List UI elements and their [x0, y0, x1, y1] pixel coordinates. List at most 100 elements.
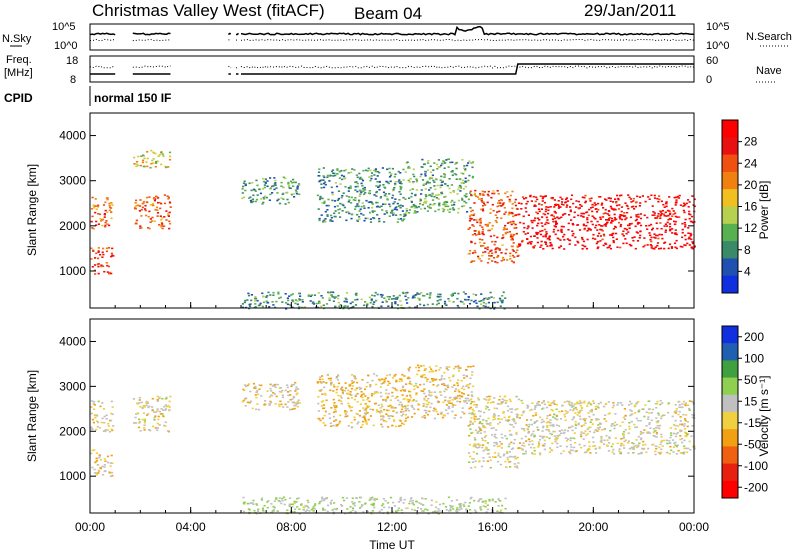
scatter-cell — [428, 297, 431, 299]
scatter-cell — [376, 409, 379, 411]
scatter-cell — [368, 296, 371, 299]
scatter-cell — [395, 206, 398, 208]
scatter-cell — [371, 305, 374, 308]
scatter-cell — [487, 417, 490, 420]
scatter-cell — [307, 294, 310, 296]
scatter-cell — [574, 450, 577, 452]
scatter-cell — [434, 506, 438, 509]
scatter-cell — [111, 406, 114, 408]
scatter-cell — [500, 205, 503, 207]
scatter-cell — [550, 214, 553, 217]
colorbar-swatch — [722, 343, 738, 361]
scatter-cell — [163, 405, 166, 408]
scatter-cell — [329, 503, 333, 505]
scatter-cell — [395, 425, 398, 428]
scatter-cell — [661, 445, 664, 447]
scatter-cell — [392, 214, 395, 216]
scatter-cell — [625, 232, 628, 235]
scatter-cell — [686, 242, 689, 245]
scatter-cell — [95, 208, 98, 210]
scatter-cell — [358, 414, 361, 417]
scatter-cell — [671, 415, 674, 418]
scatter-cell — [603, 405, 606, 408]
scatter-cell — [327, 377, 330, 380]
scatter-cell — [163, 216, 166, 218]
scatter-cell — [302, 506, 305, 508]
scatter-cell — [528, 438, 531, 440]
scatter-cell — [459, 502, 462, 505]
scatter-cell — [246, 299, 249, 301]
scatter-cell — [470, 240, 473, 243]
scatter-cell — [475, 195, 478, 197]
scatter-cell — [394, 302, 397, 305]
scatter-cell — [144, 204, 147, 207]
scatter-cell — [145, 400, 148, 403]
scatter-cell — [602, 233, 605, 236]
scatter-cell — [517, 202, 521, 204]
scatter-cell — [366, 398, 369, 401]
scatter-cell — [452, 375, 455, 378]
scatter-cell — [664, 231, 667, 233]
scatter-cell — [105, 250, 108, 253]
scatter-cell — [581, 196, 584, 199]
scatter-cell — [367, 397, 370, 399]
scatter-cell — [242, 496, 245, 499]
scatter-cell — [369, 169, 372, 172]
scatter-cell — [428, 410, 431, 413]
scatter-cell — [400, 304, 403, 307]
scatter-cell — [569, 210, 572, 213]
scatter-cell — [608, 197, 611, 199]
scatter-cell — [349, 302, 352, 305]
scatter-cell — [284, 403, 287, 406]
scatter-cell — [409, 380, 412, 383]
scatter-cell — [558, 205, 561, 208]
scatter-cell — [448, 510, 451, 512]
scatter-cell — [486, 508, 489, 511]
scatter-cell — [324, 392, 327, 395]
scatter-cell — [603, 223, 606, 226]
scatter-cell — [254, 300, 257, 302]
scatter-cell — [604, 223, 607, 225]
scatter-cell — [263, 186, 266, 189]
scatter-cell — [590, 207, 593, 209]
scatter-cell — [635, 201, 638, 203]
scatter-cell — [683, 211, 686, 214]
scatter-cell — [472, 365, 475, 367]
scatter-cell — [468, 434, 471, 437]
scatter-cell — [504, 211, 507, 213]
scatter-cell — [643, 244, 646, 247]
scatter-cell — [651, 228, 654, 231]
scatter-cell — [94, 205, 97, 207]
scatter-cell — [412, 503, 415, 506]
scatter-cell — [681, 222, 684, 225]
scatter-cell — [525, 203, 528, 205]
scatter-cell — [643, 214, 646, 217]
scatter-cell — [549, 206, 552, 208]
scatter-cell — [654, 453, 657, 456]
scatter-cell — [649, 427, 652, 429]
scatter-cell — [516, 456, 519, 459]
scatter-cell — [679, 204, 682, 206]
scatter-cell — [286, 297, 289, 299]
scatter-cell — [588, 208, 591, 211]
scatter-cell — [96, 415, 99, 417]
scatter-cell — [467, 394, 470, 396]
scatter-cell — [628, 243, 631, 246]
scatter-cell — [349, 511, 352, 513]
scatter-cell — [289, 394, 292, 396]
scatter-cell — [498, 204, 501, 207]
scatter-cell — [161, 225, 164, 227]
scatter-cell — [346, 305, 349, 308]
scatter-cell — [406, 302, 409, 304]
scatter-cell — [135, 219, 138, 222]
scatter-cell — [383, 297, 386, 299]
scatter-cell — [457, 395, 460, 397]
scatter-cell — [538, 404, 541, 406]
scatter-cell — [375, 390, 378, 393]
scatter-cell — [358, 501, 361, 503]
scatter-cell — [318, 502, 321, 505]
scatter-cell — [365, 411, 368, 413]
scatter-cell — [336, 205, 339, 207]
scatter-cell — [432, 204, 435, 206]
